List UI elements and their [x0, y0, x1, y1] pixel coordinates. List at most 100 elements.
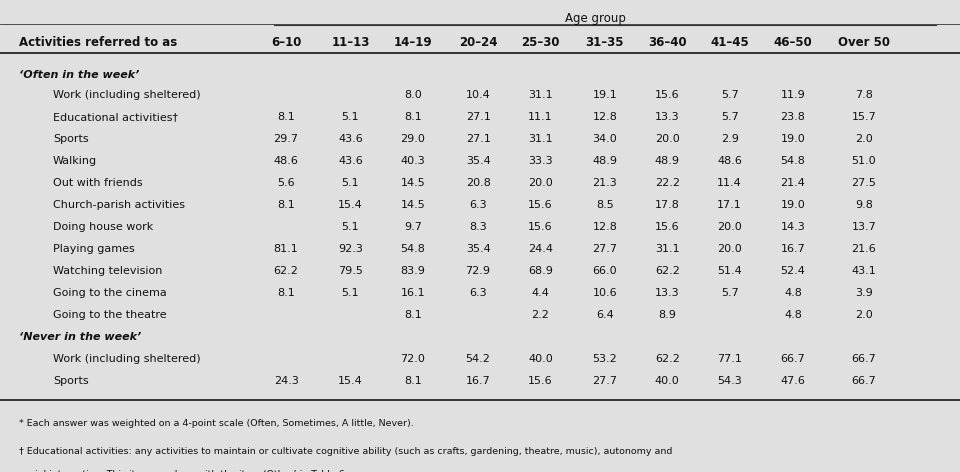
Text: 14.3: 14.3 — [780, 222, 805, 232]
Text: 4.8: 4.8 — [784, 310, 802, 320]
Text: 12.8: 12.8 — [592, 112, 617, 122]
Text: 8.1: 8.1 — [277, 112, 295, 122]
Text: 31.1: 31.1 — [528, 91, 553, 101]
Text: Doing house work: Doing house work — [53, 222, 153, 232]
Text: 5.7: 5.7 — [721, 91, 738, 101]
Text: 48.6: 48.6 — [717, 156, 742, 166]
Text: Age group: Age group — [564, 12, 626, 25]
Text: 16.7: 16.7 — [466, 376, 491, 386]
Text: ‘Often in the week’: ‘Often in the week’ — [19, 70, 139, 80]
Text: 8.0: 8.0 — [404, 91, 421, 101]
Text: 14–19: 14–19 — [394, 36, 432, 50]
Text: 20.8: 20.8 — [466, 178, 491, 188]
Text: 62.2: 62.2 — [655, 266, 680, 276]
Text: Playing games: Playing games — [53, 244, 134, 254]
Text: 43.6: 43.6 — [338, 135, 363, 144]
Text: 13.7: 13.7 — [852, 222, 876, 232]
Text: 54.3: 54.3 — [717, 376, 742, 386]
Text: 17.1: 17.1 — [717, 200, 742, 211]
Text: Sports: Sports — [53, 376, 88, 386]
Text: 24.3: 24.3 — [274, 376, 299, 386]
Text: 21.4: 21.4 — [780, 178, 805, 188]
Text: 68.9: 68.9 — [528, 266, 553, 276]
Text: 5.1: 5.1 — [342, 222, 359, 232]
Text: 8.3: 8.3 — [469, 222, 487, 232]
Text: 17.8: 17.8 — [655, 200, 680, 211]
Text: 6.3: 6.3 — [469, 200, 487, 211]
Text: 40.0: 40.0 — [528, 354, 553, 364]
Text: 2.0: 2.0 — [855, 310, 873, 320]
Text: 6.3: 6.3 — [469, 288, 487, 298]
Text: Watching television: Watching television — [53, 266, 162, 276]
Text: 66.7: 66.7 — [780, 354, 805, 364]
Text: 15.6: 15.6 — [528, 376, 553, 386]
Text: 43.6: 43.6 — [338, 156, 363, 166]
Text: 10.4: 10.4 — [466, 91, 491, 101]
Text: 66.7: 66.7 — [852, 376, 876, 386]
Text: 62.2: 62.2 — [655, 354, 680, 364]
Text: Going to the cinema: Going to the cinema — [53, 288, 166, 298]
Text: Activities referred to as: Activities referred to as — [19, 36, 178, 50]
Text: 5.1: 5.1 — [342, 112, 359, 122]
Text: 36–40: 36–40 — [648, 36, 686, 50]
Text: 33.3: 33.3 — [528, 156, 553, 166]
Text: 79.5: 79.5 — [338, 266, 363, 276]
Text: Out with friends: Out with friends — [53, 178, 142, 188]
Text: 16.1: 16.1 — [400, 288, 425, 298]
Text: 12.8: 12.8 — [592, 222, 617, 232]
Text: 29.0: 29.0 — [400, 135, 425, 144]
Text: 15.4: 15.4 — [338, 200, 363, 211]
Text: Walking: Walking — [53, 156, 97, 166]
Text: 52.4: 52.4 — [780, 266, 805, 276]
Text: 54.8: 54.8 — [780, 156, 805, 166]
Text: 34.0: 34.0 — [592, 135, 617, 144]
Text: 4.8: 4.8 — [784, 288, 802, 298]
Text: 62.2: 62.2 — [274, 266, 299, 276]
Text: 6–10: 6–10 — [271, 36, 301, 50]
Text: 20.0: 20.0 — [717, 222, 742, 232]
Text: 27.7: 27.7 — [592, 244, 617, 254]
Text: 6.4: 6.4 — [596, 310, 613, 320]
Text: 9.8: 9.8 — [855, 200, 873, 211]
Text: Church-parish activities: Church-parish activities — [53, 200, 184, 211]
Text: 19.0: 19.0 — [780, 200, 805, 211]
Text: 4.4: 4.4 — [532, 288, 549, 298]
Text: 29.7: 29.7 — [274, 135, 299, 144]
Text: 13.3: 13.3 — [655, 288, 680, 298]
Text: Sports: Sports — [53, 135, 88, 144]
Text: 5.7: 5.7 — [721, 112, 738, 122]
Text: 31.1: 31.1 — [528, 135, 553, 144]
Text: 14.5: 14.5 — [400, 178, 425, 188]
Text: 27.7: 27.7 — [592, 376, 617, 386]
Text: 11.1: 11.1 — [528, 112, 553, 122]
Text: 8.5: 8.5 — [596, 200, 613, 211]
Text: 8.9: 8.9 — [659, 310, 676, 320]
Text: 19.0: 19.0 — [780, 135, 805, 144]
Text: 27.5: 27.5 — [852, 178, 876, 188]
Text: 23.8: 23.8 — [780, 112, 805, 122]
Text: 5.6: 5.6 — [277, 178, 295, 188]
Text: 15.6: 15.6 — [528, 200, 553, 211]
Text: 77.1: 77.1 — [717, 354, 742, 364]
Text: 20.0: 20.0 — [528, 178, 553, 188]
Text: 72.9: 72.9 — [466, 266, 491, 276]
Text: 8.1: 8.1 — [404, 112, 421, 122]
Text: 5.1: 5.1 — [342, 178, 359, 188]
Text: 72.0: 72.0 — [400, 354, 425, 364]
Text: 14.5: 14.5 — [400, 200, 425, 211]
Text: 40.3: 40.3 — [400, 156, 425, 166]
Text: 54.2: 54.2 — [466, 354, 491, 364]
Text: 53.2: 53.2 — [592, 354, 617, 364]
Text: 35.4: 35.4 — [466, 156, 491, 166]
Text: 31–35: 31–35 — [586, 36, 624, 50]
Text: 8.1: 8.1 — [277, 288, 295, 298]
Text: Work (including sheltered): Work (including sheltered) — [53, 91, 201, 101]
Text: 15.4: 15.4 — [338, 376, 363, 386]
Text: 16.7: 16.7 — [780, 244, 805, 254]
Text: 10.6: 10.6 — [592, 288, 617, 298]
Text: Over 50: Over 50 — [838, 36, 890, 50]
Text: 92.3: 92.3 — [338, 244, 363, 254]
Text: 7.8: 7.8 — [855, 91, 873, 101]
Text: 2.2: 2.2 — [532, 310, 549, 320]
Text: 22.2: 22.2 — [655, 178, 680, 188]
